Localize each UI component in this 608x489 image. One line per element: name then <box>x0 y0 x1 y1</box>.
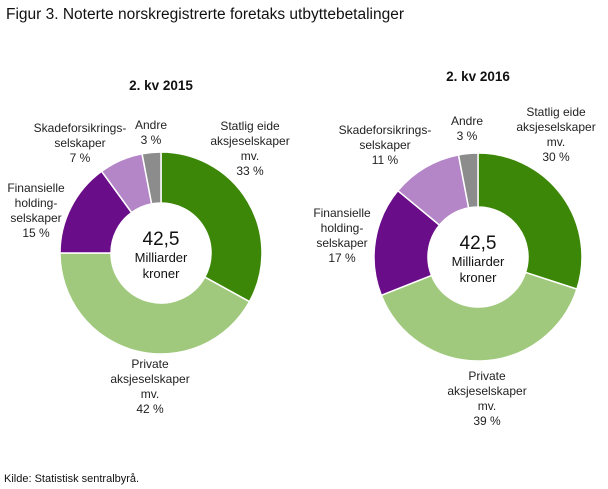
center-value-1: 42,5 <box>143 229 180 250</box>
slice-percent: 39 % <box>473 414 501 428</box>
slice-percent: 17 % <box>328 251 356 265</box>
slice-label-line: holding- <box>15 196 58 210</box>
slice-label-statlig-1: Statlig eide aksjeselskaper mv. 33 % <box>210 119 289 178</box>
slice-percent: 11 % <box>372 153 399 167</box>
slice-label-line: Private <box>468 369 506 383</box>
slice-label-line: mv. <box>478 399 496 413</box>
slice-label-line: mv. <box>141 387 159 401</box>
slice-percent: 3 % <box>457 129 478 143</box>
donut-slice-private-2 <box>380 271 578 362</box>
figure-title: Figur 3. Noterte norskregistrerte foreta… <box>6 6 405 23</box>
donut-slice-andre-2 <box>457 152 479 209</box>
slice-label-line: mv. <box>241 149 259 163</box>
donut-slice-statlig-2 <box>477 152 583 291</box>
slice-label-line: selskaper <box>316 236 367 250</box>
slice-label-finansielle-2: Finansielle holding-selskaper 17 % <box>313 206 371 265</box>
chart-title-1: 2. kv 2015 <box>129 78 193 93</box>
center-unit-line1-2: Milliarder <box>452 254 505 269</box>
donut-slice-statlig-1 <box>160 151 263 303</box>
slice-label-line: Finansielle <box>7 181 65 195</box>
slice-percent: 3 % <box>141 133 162 147</box>
slice-label-line: aksjeselskaper <box>447 384 526 398</box>
slice-label-line: Skadeforsikrings- <box>34 121 127 135</box>
center-unit-line2-2: kroner <box>460 270 498 285</box>
slice-percent: 42 % <box>136 402 164 416</box>
slice-label-line: holding- <box>321 221 364 235</box>
slice-label-line: selskaper <box>359 138 410 152</box>
donut-slice-andre-1 <box>141 151 162 205</box>
slice-label-private-2: Private aksjeselskaper mv. 39 % <box>447 369 526 428</box>
slice-label-line: Statlig eide <box>526 105 586 119</box>
slice-label-line: Finansielle <box>313 206 371 220</box>
donut-slice-private-1 <box>59 252 251 355</box>
chart-title-2: 2. kv 2016 <box>446 69 510 84</box>
slice-label-line: selskaper <box>54 136 105 150</box>
slice-label-andre-2: Andre 3 % <box>451 114 483 143</box>
slice-label-line: selskaper <box>10 211 61 225</box>
center-unit-line2-1: kroner <box>143 266 181 281</box>
slice-label-line: Private <box>131 357 169 371</box>
slice-label-line: Andre <box>135 118 167 132</box>
slice-label-line: Andre <box>451 114 483 128</box>
slice-percent: 33 % <box>236 164 264 178</box>
slice-percent: 7 % <box>70 151 91 165</box>
slice-label-private-1: Private aksjeselskaper mv. 42 % <box>110 357 189 416</box>
slice-label-finansielle-1: Finansielle holding-selskaper 15 % <box>7 181 65 240</box>
slice-label-line: Statlig eide <box>220 119 280 133</box>
slice-label-skadeforsikring-1: Skadeforsikrings-selskaper 7 % <box>34 121 127 165</box>
slice-label-line: mv. <box>547 135 565 149</box>
slice-percent: 30 % <box>542 150 570 164</box>
slice-label-andre-1: Andre 3 % <box>135 118 167 147</box>
slice-percent: 15 % <box>22 226 50 240</box>
slice-label-skadeforsikring-2: Skadeforsikrings-selskaper 11 % <box>339 123 432 167</box>
slice-label-line: aksjeselskaper <box>110 372 189 386</box>
slice-label-line: aksjeselskaper <box>210 134 289 148</box>
slice-label-statlig-2: Statlig eide aksjeselskaper mv. 30 % <box>516 105 595 164</box>
slice-label-line: aksjeselskaper <box>516 120 595 134</box>
center-value-2: 42,5 <box>460 233 497 254</box>
slice-label-line: Skadeforsikrings- <box>339 123 432 137</box>
source-note: Kilde: Statistisk sentralbyrå. <box>4 473 140 485</box>
center-unit-line1-1: Milliarder <box>135 250 188 265</box>
